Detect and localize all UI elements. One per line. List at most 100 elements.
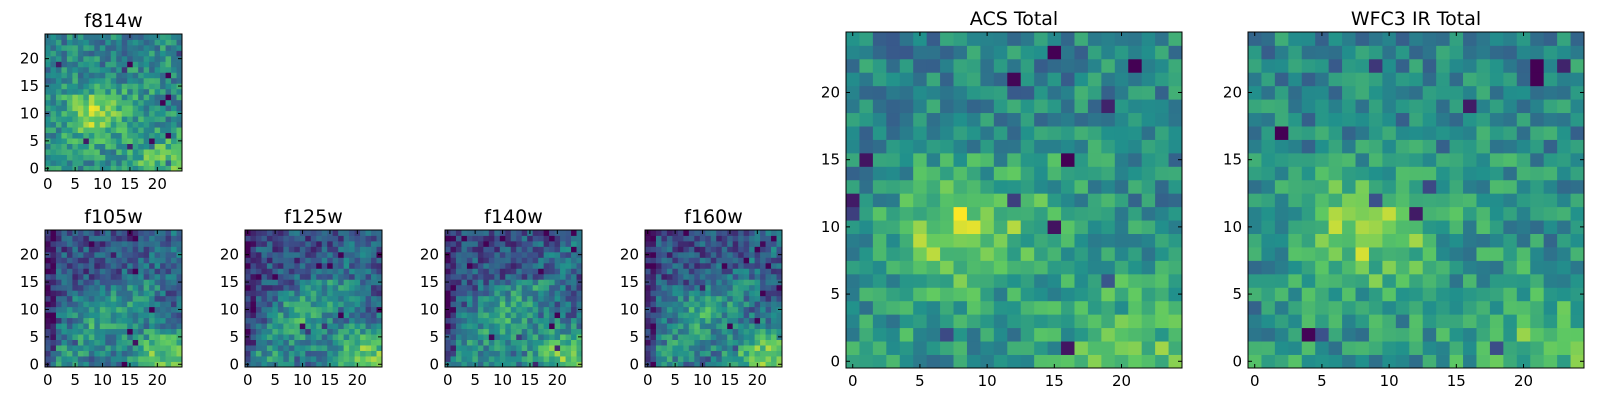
heatmap-cell <box>321 312 328 319</box>
heatmap-cell <box>1368 354 1383 369</box>
heatmap-cell <box>1368 166 1383 181</box>
heatmap-cell <box>1034 166 1048 181</box>
heatmap-cell <box>45 66 51 73</box>
heatmap-cell <box>105 88 112 95</box>
heatmap-cell <box>516 345 523 351</box>
heatmap-cell <box>1301 72 1316 87</box>
heatmap-cell <box>176 160 183 166</box>
heatmap-cell <box>450 240 457 247</box>
heatmap-cell <box>1328 166 1343 181</box>
heatmap-cell <box>499 273 506 280</box>
heatmap-cell <box>160 246 166 253</box>
heatmap-cell <box>846 341 860 355</box>
heatmap-cell <box>450 317 457 324</box>
heatmap-cell <box>77 99 84 106</box>
heatmap-cell <box>488 301 495 308</box>
heatmap-cell <box>1128 126 1143 140</box>
heatmap-cell <box>138 44 145 51</box>
heatmap-cell <box>461 350 468 357</box>
heatmap-cell <box>516 279 523 286</box>
heatmap-cell <box>677 350 684 357</box>
heatmap-cell <box>913 300 928 315</box>
heatmap-cell <box>886 126 901 140</box>
heatmap-cell <box>121 44 128 51</box>
heatmap-cell <box>1261 139 1276 154</box>
heatmap-cell <box>55 235 62 242</box>
heatmap-cell <box>143 235 150 242</box>
heatmap-cell <box>77 66 84 73</box>
heatmap-cell <box>83 138 90 144</box>
heatmap-cell <box>749 334 755 340</box>
heatmap-cell <box>749 339 755 346</box>
heatmap-cell <box>45 127 51 134</box>
heatmap-cell <box>765 235 772 242</box>
heatmap-cell <box>683 251 690 258</box>
heatmap-cell <box>1328 327 1343 342</box>
heatmap-cell <box>765 361 772 368</box>
heatmap-cell <box>143 279 150 286</box>
heatmap-cell <box>532 257 539 264</box>
heatmap-cell <box>494 273 501 280</box>
heatmap-cell <box>466 284 473 291</box>
heatmap-cell <box>365 339 372 346</box>
heatmap-cell <box>45 268 51 275</box>
heatmap-cell <box>1087 152 1102 167</box>
heatmap-cell <box>1168 139 1183 154</box>
heatmap-cell <box>72 66 79 73</box>
heatmap-cell <box>154 149 161 155</box>
heatmap-cell <box>332 257 339 264</box>
heatmap-cell <box>283 240 290 247</box>
heatmap-cell <box>672 268 679 275</box>
heatmap-cell <box>1422 220 1437 234</box>
heatmap-cell <box>1101 112 1116 127</box>
heatmap-cell <box>338 273 345 280</box>
heatmap-cell <box>754 295 761 302</box>
heatmap-cell <box>83 262 90 269</box>
heatmap-cell <box>1422 327 1437 342</box>
heatmap-cell <box>1141 260 1156 275</box>
heatmap-cell <box>338 356 345 362</box>
heatmap-cell <box>55 39 62 46</box>
heatmap-cell <box>913 152 928 167</box>
heatmap-cell <box>765 257 772 264</box>
heatmap-cell <box>50 138 57 144</box>
heatmap-cell <box>466 251 473 258</box>
heatmap-cell <box>461 230 468 236</box>
heatmap-cell <box>288 361 295 368</box>
heatmap-cell <box>66 77 73 84</box>
heatmap-cell <box>77 165 84 172</box>
heatmap-cell <box>1128 45 1143 60</box>
heatmap-cell <box>105 323 112 330</box>
heatmap-cell <box>283 251 290 258</box>
heatmap-cell <box>846 273 860 288</box>
heatmap-cell <box>83 61 90 68</box>
heatmap-cell <box>1570 233 1585 248</box>
heatmap-cell <box>165 273 172 280</box>
heatmap-cell <box>445 240 451 247</box>
heatmap-cell <box>872 327 887 342</box>
heatmap-cell <box>277 257 284 264</box>
heatmap-cell <box>677 361 684 368</box>
heatmap-cell <box>321 273 328 280</box>
heatmap-cell <box>143 290 150 297</box>
heatmap-cell <box>305 301 312 308</box>
heatmap-cell <box>1074 233 1089 248</box>
heatmap-cell <box>165 257 172 264</box>
heatmap-cell <box>859 179 874 194</box>
heatmap-cell <box>1395 152 1410 167</box>
heatmap-cell <box>127 149 134 155</box>
heatmap-cell <box>171 105 177 112</box>
heatmap-cell <box>532 350 539 357</box>
heatmap-cell <box>1168 233 1183 248</box>
heatmap-cell <box>886 58 901 73</box>
heatmap-cell <box>110 77 117 84</box>
heatmap-cell <box>1061 341 1075 355</box>
heatmap-cell <box>61 94 68 101</box>
heatmap-cell <box>516 328 523 335</box>
heatmap-cell <box>554 235 561 242</box>
heatmap-cell <box>149 257 155 264</box>
heatmap-cell <box>872 99 887 114</box>
heatmap-cell <box>272 284 279 291</box>
heatmap-cell <box>913 341 928 355</box>
heatmap-cell <box>1020 273 1035 288</box>
